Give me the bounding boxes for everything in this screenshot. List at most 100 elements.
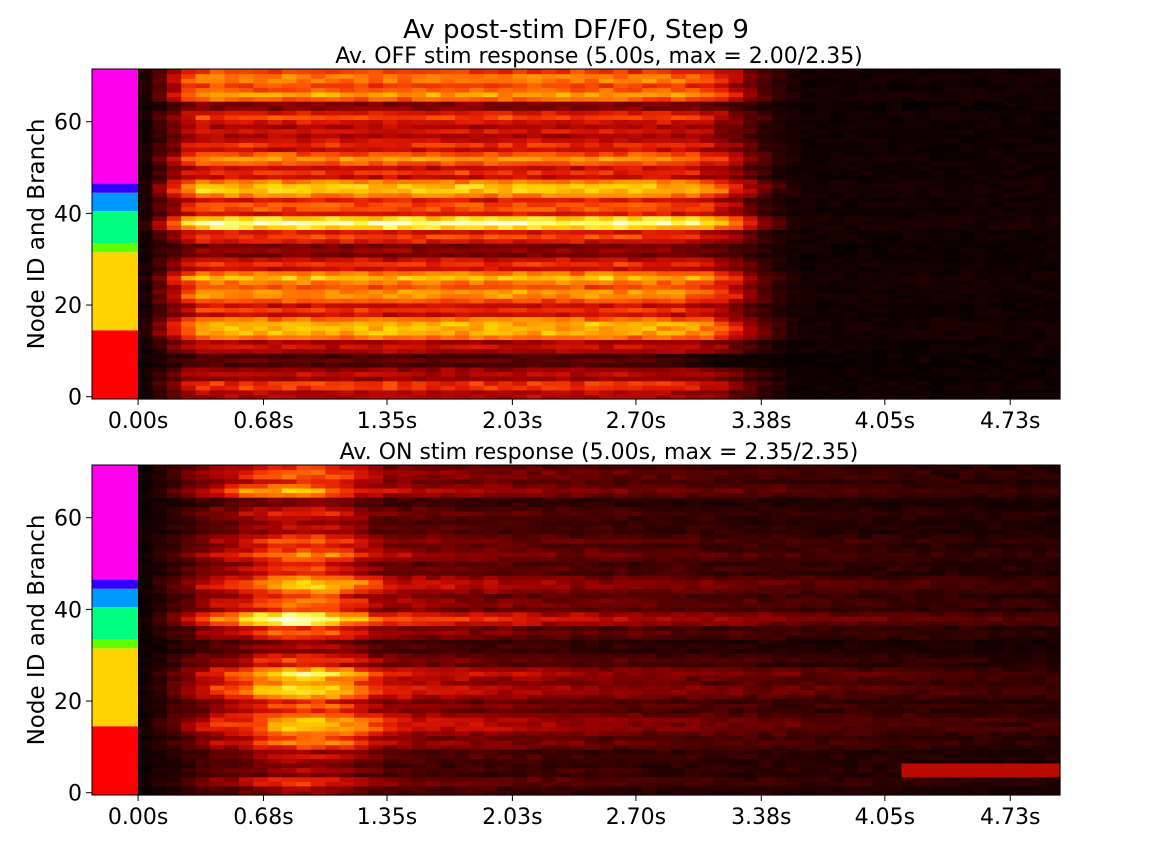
off-heat-cell — [987, 344, 1003, 350]
off-heat-cell — [498, 160, 514, 166]
off-heat-cell — [282, 289, 298, 295]
off-heat-cell — [1031, 270, 1047, 276]
on-heat-cell — [152, 785, 168, 792]
off-heat-cell — [411, 293, 427, 299]
off-heat-cell — [440, 105, 456, 111]
off-heat-cell — [469, 362, 485, 368]
off-heat-cell — [526, 293, 542, 299]
off-heat-cell — [915, 211, 931, 217]
off-heat-cell — [685, 316, 701, 322]
off-heat-cell — [454, 243, 470, 249]
off-heat-cell — [397, 266, 413, 272]
off-heat-cell — [166, 279, 182, 286]
off-heat-cell — [714, 394, 730, 400]
off-heat-cell — [310, 348, 326, 354]
off-heat-cell — [800, 247, 816, 253]
off-heat-cell — [627, 238, 643, 244]
off-heat-cell — [656, 183, 672, 189]
off-heat-cell — [555, 211, 571, 217]
off-heat-cell — [555, 348, 571, 354]
off-heat-cell — [238, 220, 254, 226]
off-heat-cell — [599, 229, 615, 235]
off-heat-cell — [743, 206, 759, 212]
off-heat-cell — [526, 366, 542, 373]
off-heat-cell — [526, 353, 542, 359]
off-heat-cell — [166, 82, 182, 88]
off-heat-cell — [930, 252, 946, 258]
off-heat-cell — [1016, 124, 1032, 130]
off-heat-cell — [512, 316, 528, 322]
on-heat-cell — [973, 781, 989, 787]
off-heat-cell — [699, 380, 715, 386]
off-heat-cell — [843, 234, 859, 240]
off-heat-cell — [181, 101, 197, 107]
off-heat-cell — [570, 284, 586, 290]
off-heat-cell — [138, 114, 154, 121]
off-heat-cell — [671, 325, 687, 331]
off-heat-cell — [454, 128, 470, 134]
off-heat-cell — [858, 316, 874, 322]
off-heat-cell — [210, 229, 226, 235]
off-heat-cell — [426, 124, 442, 130]
off-heat-cell — [411, 353, 427, 359]
off-heat-cell — [325, 133, 341, 139]
off-heat-cell — [498, 114, 514, 121]
on-heat-cell — [411, 790, 427, 796]
on-heat-cell — [915, 785, 931, 792]
off-heat-cell — [930, 105, 946, 111]
off-heat-cell — [152, 192, 168, 198]
off-heat-cell — [512, 238, 528, 244]
off-heat-cell — [1045, 128, 1061, 134]
on-heat-cell — [656, 781, 672, 787]
off-heat-cell — [296, 137, 312, 143]
off-heat-cell — [915, 156, 931, 162]
on-heat-cell — [858, 776, 874, 782]
off-heat-cell — [440, 321, 456, 327]
off-heat-cell — [887, 321, 903, 327]
off-heat-cell — [325, 238, 341, 244]
off-heat-cell — [829, 289, 845, 295]
off-heat-cell — [858, 169, 874, 176]
off-heat-cell — [368, 362, 384, 368]
off-heat-cell — [987, 325, 1003, 331]
off-heat-cell — [1016, 174, 1032, 180]
off-heat-cell — [973, 224, 989, 231]
off-heat-cell — [915, 348, 931, 354]
off-heat-cell — [685, 344, 701, 350]
off-heat-cell — [1016, 362, 1032, 368]
off-heat-cell — [829, 183, 845, 189]
off-heat-cell — [181, 174, 197, 180]
off-heat-cell — [440, 243, 456, 249]
off-heat-cell — [728, 302, 744, 308]
off-heat-cell — [959, 243, 975, 249]
off-heat-cell — [296, 78, 312, 84]
off-heat-cell — [987, 87, 1003, 93]
off-heat-cell — [195, 220, 211, 226]
off-heat-cell — [584, 174, 600, 180]
off-heat-cell — [152, 339, 168, 345]
off-heat-cell — [181, 215, 197, 221]
off-heat-cell — [959, 105, 975, 111]
off-heat-cell — [584, 197, 600, 203]
off-heat-cell — [1031, 151, 1047, 157]
off-heat-cell — [1045, 339, 1061, 345]
off-heat-cell — [267, 137, 283, 143]
off-heat-cell — [267, 275, 283, 281]
off-heat-cell — [757, 293, 773, 299]
off-heat-cell — [181, 238, 197, 244]
off-heat-cell — [426, 105, 442, 111]
off-heat-cell — [1031, 316, 1047, 322]
off-heat-cell — [743, 73, 759, 79]
off-heat-cell — [728, 188, 744, 194]
off-heat-cell — [656, 270, 672, 276]
off-heat-cell — [526, 137, 542, 143]
off-heat-cell — [224, 247, 240, 253]
off-heat-cell — [887, 151, 903, 157]
off-heat-cell — [1045, 101, 1061, 107]
off-heat-cell — [138, 353, 154, 359]
off-heat-cell — [469, 234, 485, 240]
off-heat-cell — [728, 238, 744, 244]
off-heat-cell — [512, 124, 528, 130]
on-heat-cell — [1031, 785, 1047, 792]
off-heat-cell — [181, 311, 197, 318]
